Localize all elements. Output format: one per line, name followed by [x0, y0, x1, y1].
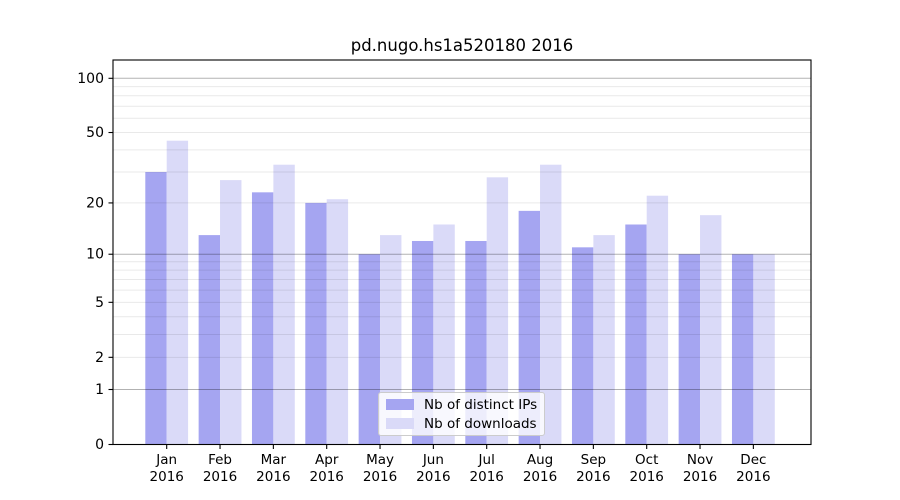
x-tick-label-year: 2016	[736, 469, 770, 485]
bar-distinct-ips-jan	[145, 172, 167, 445]
x-tick-label-month: Sep	[581, 452, 606, 468]
x-tick-label-year: 2016	[630, 469, 664, 485]
bar-distinct-ips-feb	[198, 235, 221, 445]
legend-item: Nb of downloads	[386, 415, 544, 432]
bar-downloads-dec	[753, 254, 775, 445]
legend-label: Nb of distinct IPs	[424, 396, 538, 413]
x-tick-label-year: 2016	[416, 469, 450, 485]
y-tick-label: 1	[95, 382, 104, 398]
bar-downloads-feb	[220, 180, 242, 445]
y-tick-label: 10	[86, 247, 104, 263]
legend-label: Nb of downloads	[424, 415, 537, 432]
legend-item: Nb of distinct IPs	[386, 396, 544, 413]
x-tick-label-month: Jun	[422, 452, 444, 468]
x-tick-label-month: Apr	[315, 452, 339, 468]
bar-distinct-ips-nov	[678, 254, 701, 445]
x-tick-label-month: Feb	[208, 452, 232, 468]
bar-downloads-oct	[646, 195, 669, 445]
x-tick-label-year: 2016	[576, 469, 610, 485]
x-tick-label-year: 2016	[523, 469, 557, 485]
bar-distinct-ips-oct	[625, 224, 647, 445]
chart-title: pd.nugo.hs1a520180 2016	[350, 36, 574, 55]
y-tick-label: 0	[95, 437, 104, 453]
x-tick-label-month: Oct	[635, 452, 658, 468]
y-tick-label: 5	[95, 295, 104, 311]
x-tick-label-year: 2016	[150, 469, 184, 485]
x-tick-label-month: Jan	[155, 452, 177, 468]
legend: Nb of distinct IPs Nb of downloads	[378, 392, 545, 436]
x-tick-label-year: 2016	[363, 469, 397, 485]
bar-downloads-aug	[540, 164, 562, 445]
x-tick-label-year: 2016	[683, 469, 717, 485]
x-tick-label-month: Dec	[740, 452, 766, 468]
x-tick-label-month: Nov	[687, 452, 713, 468]
bar-distinct-ips-dec	[731, 254, 754, 445]
x-tick-label-month: May	[366, 452, 394, 468]
x-tick-label-year: 2016	[256, 469, 290, 485]
bar-downloads-jan	[166, 140, 189, 445]
x-tick-label-month: Aug	[527, 452, 553, 468]
bar-downloads-jul	[486, 177, 509, 445]
bar-downloads-sep	[593, 235, 615, 445]
x-tick-label-year: 2016	[310, 469, 344, 485]
x-tick-label-month: Mar	[261, 452, 287, 468]
x-tick-label-year: 2016	[470, 469, 504, 485]
x-tick-label-year: 2016	[203, 469, 237, 485]
x-tick-label-month: Jul	[478, 452, 495, 468]
legend-swatch-distinct-ips	[386, 399, 414, 410]
y-tick-label: 2	[95, 350, 104, 366]
y-tick-label: 20	[86, 195, 104, 211]
bar-distinct-ips-sep	[571, 247, 594, 445]
bar-downloads-apr	[326, 199, 349, 445]
bar-distinct-ips-apr	[305, 202, 327, 445]
bar-downloads-jun	[433, 224, 455, 445]
y-tick-label: 100	[77, 71, 104, 87]
bar-distinct-ips-may	[358, 254, 381, 445]
bar-distinct-ips-mar	[251, 192, 274, 445]
legend-swatch-downloads	[386, 418, 414, 429]
bar-downloads-nov	[700, 215, 722, 445]
y-tick-label: 50	[86, 125, 104, 141]
bar-distinct-ips-aug	[518, 210, 541, 445]
axes-spine	[112, 59, 812, 446]
bar-downloads-mar	[273, 164, 295, 445]
